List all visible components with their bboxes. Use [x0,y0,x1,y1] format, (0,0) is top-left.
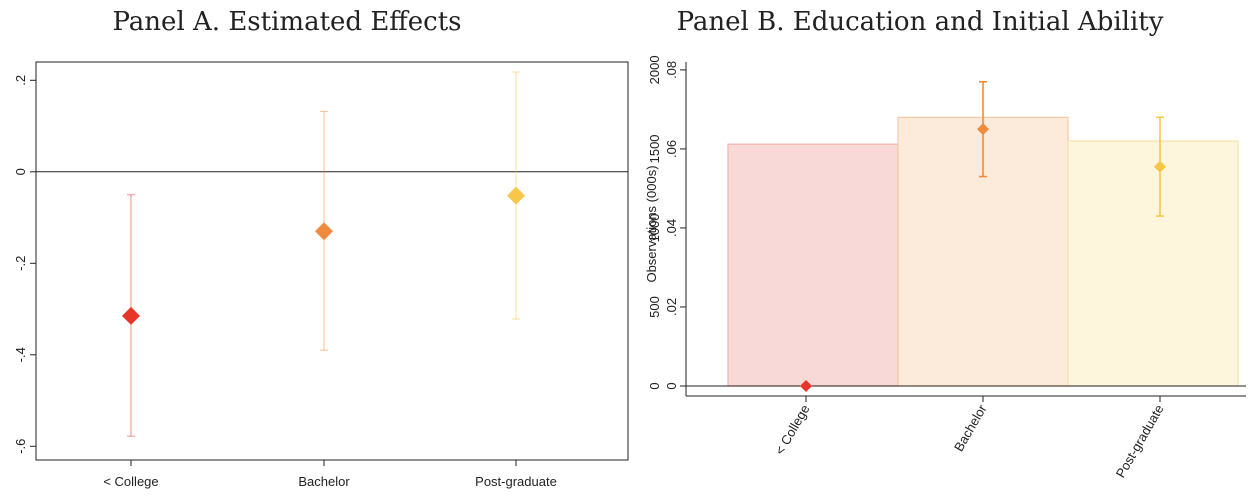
panel-b-marks [686,80,1246,392]
estimate-point [800,380,812,392]
y-tick-label: .2 [13,75,28,86]
panel-a-x-ticks: < College Bachelor Post-graduate [103,460,557,489]
point-y-tick-label: .06 [664,140,679,158]
panel-b-y-ticks: 0 500 1000 1500 2000 0 .02 .04 .06 .08 [647,55,686,390]
point-y-tick-label: .02 [664,298,679,316]
estimate-point [315,222,333,241]
panel-a-y-ticks: -.6 -.4 -.2 0 .2 [13,75,36,454]
x-tick-label: Post-graduate [1113,402,1167,480]
estimate-point [977,123,989,136]
x-tick-label: < College [772,402,813,457]
panel-a-marks [36,71,628,437]
bar-y-tick-label: 1000 [647,213,662,242]
point-y-tick-label: .08 [664,61,679,79]
point-y-tick-label: 0 [664,382,679,389]
estimate-point [1154,160,1166,173]
y-tick-label: -.2 [13,256,28,271]
bar-y-tick-label: 2000 [647,55,662,84]
panel-a: -.6 -.4 -.2 0 .2 < College Bachelor Post-gradu… [13,61,629,489]
estimate-point [507,186,525,205]
bar-y-tick-label: 1500 [647,134,662,163]
x-tick-label: Bachelor [298,474,350,489]
panel-a-plot-frame [35,61,629,461]
y-tick-label: -.4 [13,347,28,362]
bar [727,143,899,387]
panel-b-x-ticks: < College Bachelor Post-graduate [772,396,1167,480]
panel-b-y-axis-label: Observations (000s) [644,165,659,282]
y-tick-label: 0 [13,168,28,175]
bar-y-tick-label: 500 [647,296,662,318]
x-tick-label: Bachelor [951,401,990,454]
point-y-tick-label: .04 [664,219,679,237]
bar-y-tick-label: 0 [647,382,662,389]
bar [1067,140,1239,387]
estimate-point [122,306,140,325]
x-tick-label: < College [103,474,158,489]
panel-b-bars [727,116,1239,387]
y-tick-label: -.6 [13,439,28,454]
panel-b: 0 500 1000 1500 2000 0 .02 .04 .06 .08 < College B… [644,55,1246,480]
panel-b-title: Panel B. Education and Initial Ability [677,7,1164,37]
x-tick-label: Post-graduate [475,474,557,489]
panel-a-title: Panel A. Estimated Effects [112,7,461,37]
